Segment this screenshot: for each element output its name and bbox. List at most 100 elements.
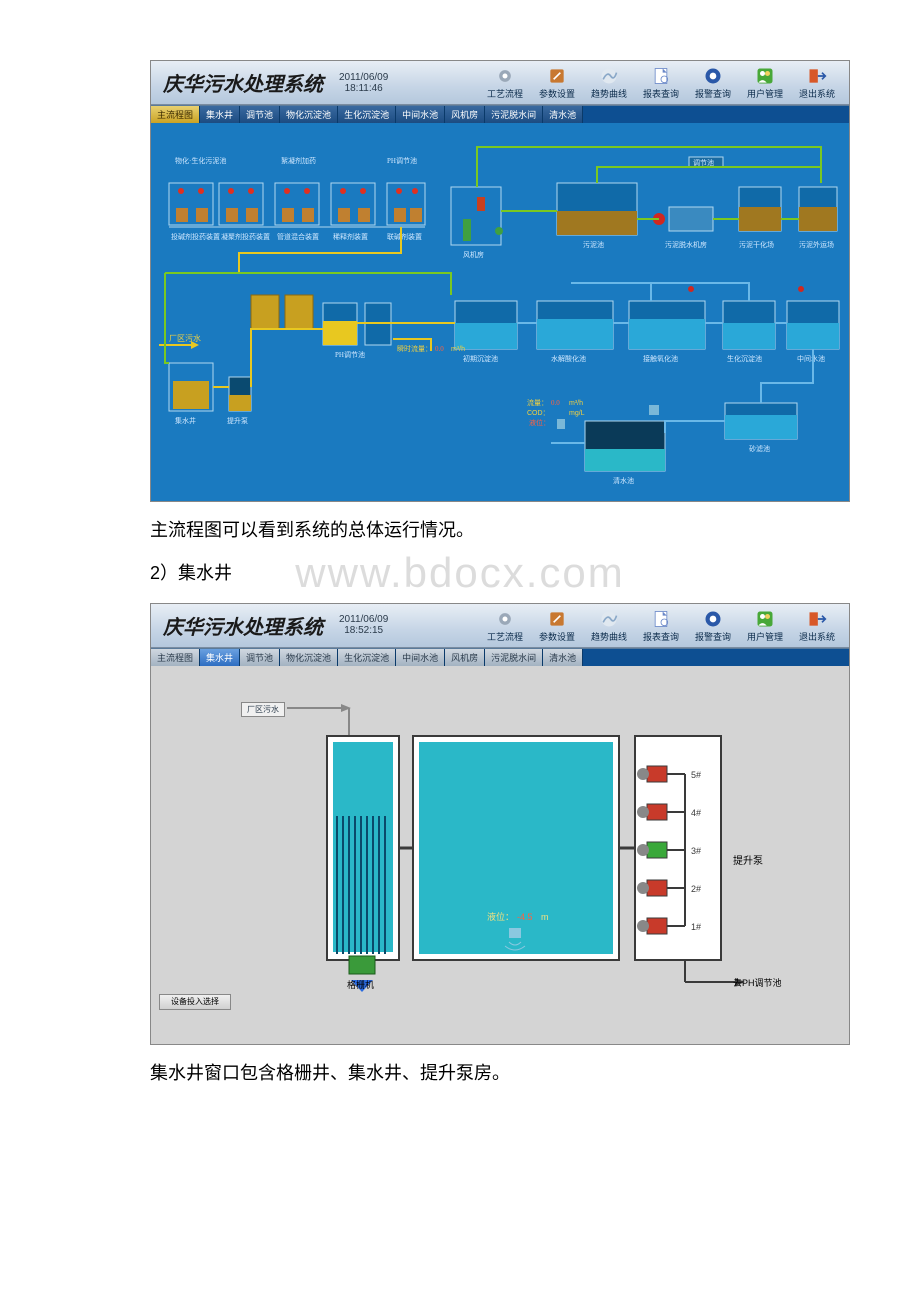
svg-text:调节池: 调节池 [693, 158, 714, 167]
header-bar: 庆华污水处理系统 2011/06/09 18:52:15 工艺流程参数设置趋势曲… [151, 604, 849, 648]
process-flow-diagram: 物化·生化污泥池 絮凝剂加药 PH调节池 [151, 123, 849, 501]
tab-4[interactable]: 生化沉淀池 [338, 106, 396, 124]
tab-1[interactable]: 集水井 [200, 649, 240, 667]
svg-text:砂滤池: 砂滤池 [749, 444, 770, 453]
tab-4[interactable]: 生化沉淀池 [338, 649, 396, 667]
user-icon [752, 608, 778, 630]
svg-text:稀释剂装置: 稀释剂装置 [333, 232, 368, 241]
header-btn-tool[interactable]: 参数设置 [533, 65, 581, 100]
tab-8[interactable]: 清水池 [543, 106, 583, 124]
svg-text:m³/h: m³/h [451, 346, 465, 353]
tab-5[interactable]: 中间水池 [396, 649, 445, 667]
svg-text:物化·生化污泥池: 物化·生化污泥池 [175, 156, 226, 165]
svg-text:污泥池: 污泥池 [583, 240, 604, 249]
header-btn-curve[interactable]: 趋势曲线 [585, 608, 633, 643]
tab-6[interactable]: 风机房 [445, 106, 485, 124]
alarm-icon [700, 65, 726, 87]
svg-text:-4.5: -4.5 [517, 912, 533, 922]
exit-icon [804, 608, 830, 630]
svg-text:液位：: 液位： [487, 911, 514, 922]
svg-text:联碱剂装置: 联碱剂装置 [387, 232, 422, 241]
collection-well-diagram: 厂区污水 [151, 666, 849, 1044]
svg-text:污泥外运场: 污泥外运场 [799, 240, 834, 249]
tab-3[interactable]: 物化沉淀池 [280, 649, 338, 667]
report-icon [648, 608, 674, 630]
report-icon [648, 65, 674, 87]
svg-text:絮凝剂加药: 絮凝剂加药 [281, 156, 316, 165]
curve-icon [596, 608, 622, 630]
svg-text:2#: 2# [691, 884, 701, 894]
header-bar: 庆华污水处理系统 2011/06/09 18:11:46 工艺流程参数设置趋势曲… [151, 61, 849, 105]
svg-text:生化沉淀池: 生化沉淀池 [727, 354, 762, 363]
svg-text:m³/h: m³/h [569, 400, 583, 407]
pump-group-label: 提升泵 [733, 852, 763, 867]
tab-6[interactable]: 风机房 [445, 649, 485, 667]
svg-text:PH调节池: PH调节池 [335, 350, 365, 359]
header-btn-gear[interactable]: 工艺流程 [481, 608, 529, 643]
header-btn-user[interactable]: 用户管理 [741, 608, 789, 643]
svg-text:5#: 5# [691, 770, 701, 780]
header-btn-user[interactable]: 用户管理 [741, 65, 789, 100]
datetime: 2011/06/09 18:11:46 [339, 72, 388, 94]
caption-main-flow: 主流程图可以看到系统的总体运行情况。 [150, 516, 770, 545]
svg-text:m: m [541, 912, 549, 922]
header-btn-alarm[interactable]: 报警查询 [689, 65, 737, 100]
tab-2[interactable]: 调节池 [240, 106, 280, 124]
header-btn-report[interactable]: 报表查询 [637, 65, 685, 100]
grille-label: 格栅机 [347, 978, 374, 991]
tab-3[interactable]: 物化沉淀池 [280, 106, 338, 124]
svg-text:0.0: 0.0 [435, 345, 444, 353]
svg-text:瞬时流量：: 瞬时流量： [397, 344, 432, 353]
svg-text:风机房: 风机房 [463, 250, 484, 259]
svg-text:集水井: 集水井 [175, 416, 196, 425]
tool-icon [544, 608, 570, 630]
svg-text:液位：: 液位： [529, 418, 550, 427]
header-btn-curve[interactable]: 趋势曲线 [585, 65, 633, 100]
tab-5[interactable]: 中间水池 [396, 106, 445, 124]
exit-icon [804, 65, 830, 87]
tab-8[interactable]: 清水池 [543, 649, 583, 667]
tab-2[interactable]: 调节池 [240, 649, 280, 667]
tab-strip: 主流程图集水井调节池物化沉淀池生化沉淀池中间水池风机房污泥脱水间清水池 [151, 648, 849, 666]
tab-7[interactable]: 污泥脱水间 [485, 649, 543, 667]
app-title: 庆华污水处理系统 [163, 611, 323, 640]
screenshot-main-flow: 庆华污水处理系统 2011/06/09 18:11:46 工艺流程参数设置趋势曲… [150, 60, 850, 502]
tab-1[interactable]: 集水井 [200, 106, 240, 124]
svg-text:4#: 4# [691, 808, 701, 818]
gear-icon [492, 608, 518, 630]
svg-text:管道混合装置: 管道混合装置 [277, 232, 319, 241]
svg-text:中间水池: 中间水池 [797, 354, 825, 363]
outlet-label: 去PH调节池 [733, 976, 782, 989]
header-btn-exit[interactable]: 退出系统 [793, 608, 841, 643]
svg-text:接触氧化池: 接触氧化池 [643, 354, 678, 363]
curve-icon [596, 65, 622, 87]
svg-text:污泥干化场: 污泥干化场 [739, 240, 774, 249]
device-input-button[interactable]: 设备投入选择 [159, 994, 231, 1010]
tab-strip: 主流程图集水井调节池物化沉淀池生化沉淀池中间水池风机房污泥脱水间清水池 [151, 105, 849, 123]
svg-text:1#: 1# [691, 922, 701, 932]
tab-0[interactable]: 主流程图 [151, 649, 200, 667]
svg-text:投碱剂投药装置: 投碱剂投药装置 [171, 232, 220, 241]
header-btn-gear[interactable]: 工艺流程 [481, 65, 529, 100]
datetime: 2011/06/09 18:52:15 [339, 614, 388, 636]
tab-7[interactable]: 污泥脱水间 [485, 106, 543, 124]
screenshot-collection-well: 庆华污水处理系统 2011/06/09 18:52:15 工艺流程参数设置趋势曲… [150, 603, 850, 1045]
header-btn-report[interactable]: 报表查询 [637, 608, 685, 643]
svg-text:COD：: COD： [527, 410, 550, 417]
svg-text:mg/L: mg/L [569, 410, 585, 417]
svg-text:提升泵: 提升泵 [227, 416, 248, 425]
header-btn-tool[interactable]: 参数设置 [533, 608, 581, 643]
alarm-icon [700, 608, 726, 630]
svg-text:初期沉淀池: 初期沉淀池 [463, 354, 498, 363]
svg-text:0.0: 0.0 [551, 399, 560, 407]
header-btn-alarm[interactable]: 报警查询 [689, 608, 737, 643]
tab-0[interactable]: 主流程图 [151, 106, 200, 124]
user-icon [752, 65, 778, 87]
svg-text:PH调节池: PH调节池 [387, 156, 417, 165]
tool-icon [544, 65, 570, 87]
svg-text:污泥脱水机房: 污泥脱水机房 [665, 240, 707, 249]
header-btn-exit[interactable]: 退出系统 [793, 65, 841, 100]
svg-text:清水池: 清水池 [613, 476, 634, 485]
gear-icon [492, 65, 518, 87]
svg-text:流量：: 流量： [527, 398, 548, 407]
